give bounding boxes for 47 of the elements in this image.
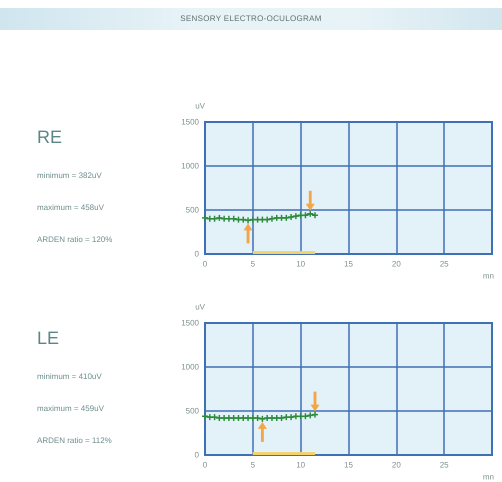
point: [240, 216, 246, 223]
point: [235, 216, 242, 223]
y-tick-label: 1500: [181, 118, 200, 126]
x-tick-label: 0: [202, 460, 208, 470]
point: [216, 214, 222, 221]
point: [202, 214, 208, 221]
y-axis-title: uV: [195, 302, 206, 312]
point: [307, 210, 314, 217]
text: RE: [37, 127, 62, 147]
text: minimum = 382uV: [37, 171, 102, 181]
y-axis-title: uV: [195, 102, 206, 110]
point: [254, 216, 261, 223]
x-tick-label: 25: [440, 260, 450, 268]
x-tick-label: 5: [250, 460, 256, 470]
y-tick-label: 1000: [181, 162, 200, 170]
y-tick-label: 500: [186, 206, 200, 214]
text: ARDEN ratio = 120%: [37, 235, 112, 245]
x-tick-label: 20: [392, 260, 402, 268]
text: maximum = 459uV: [37, 404, 104, 414]
y-tick-label: 1000: [181, 362, 200, 372]
x-tick-label: 15: [344, 460, 354, 470]
point: [264, 216, 270, 223]
y-tick-label: 1500: [181, 318, 200, 328]
x-tick-label: 15: [344, 260, 354, 268]
text: minimum = 410uV: [37, 372, 102, 382]
text: SENSORY ELECTRO-OCULOGRAM: [179, 14, 323, 23]
y-tick-label: 0: [194, 250, 200, 258]
x-axis-title: mn: [482, 272, 494, 280]
y-tick-label: 500: [186, 406, 200, 416]
point: [283, 214, 290, 221]
x-tick-label: 25: [440, 460, 450, 470]
x-tick-label: 10: [296, 260, 306, 268]
point: [312, 212, 318, 218]
point: [278, 214, 285, 221]
text: maximum = 458uV: [37, 203, 104, 213]
x-tick-label: 10: [296, 460, 306, 470]
point: [268, 216, 275, 222]
x-axis-title: mn: [482, 472, 494, 482]
point: [245, 217, 252, 224]
point: [292, 213, 299, 220]
x-tick-label: 0: [202, 260, 208, 268]
text: ARDEN ratio = 112%: [37, 436, 112, 446]
y-tick-label: 0: [194, 450, 200, 460]
x-tick-label: 5: [250, 260, 256, 268]
text: LE: [37, 328, 60, 348]
x-tick-label: 20: [392, 460, 402, 470]
point: [288, 214, 294, 220]
